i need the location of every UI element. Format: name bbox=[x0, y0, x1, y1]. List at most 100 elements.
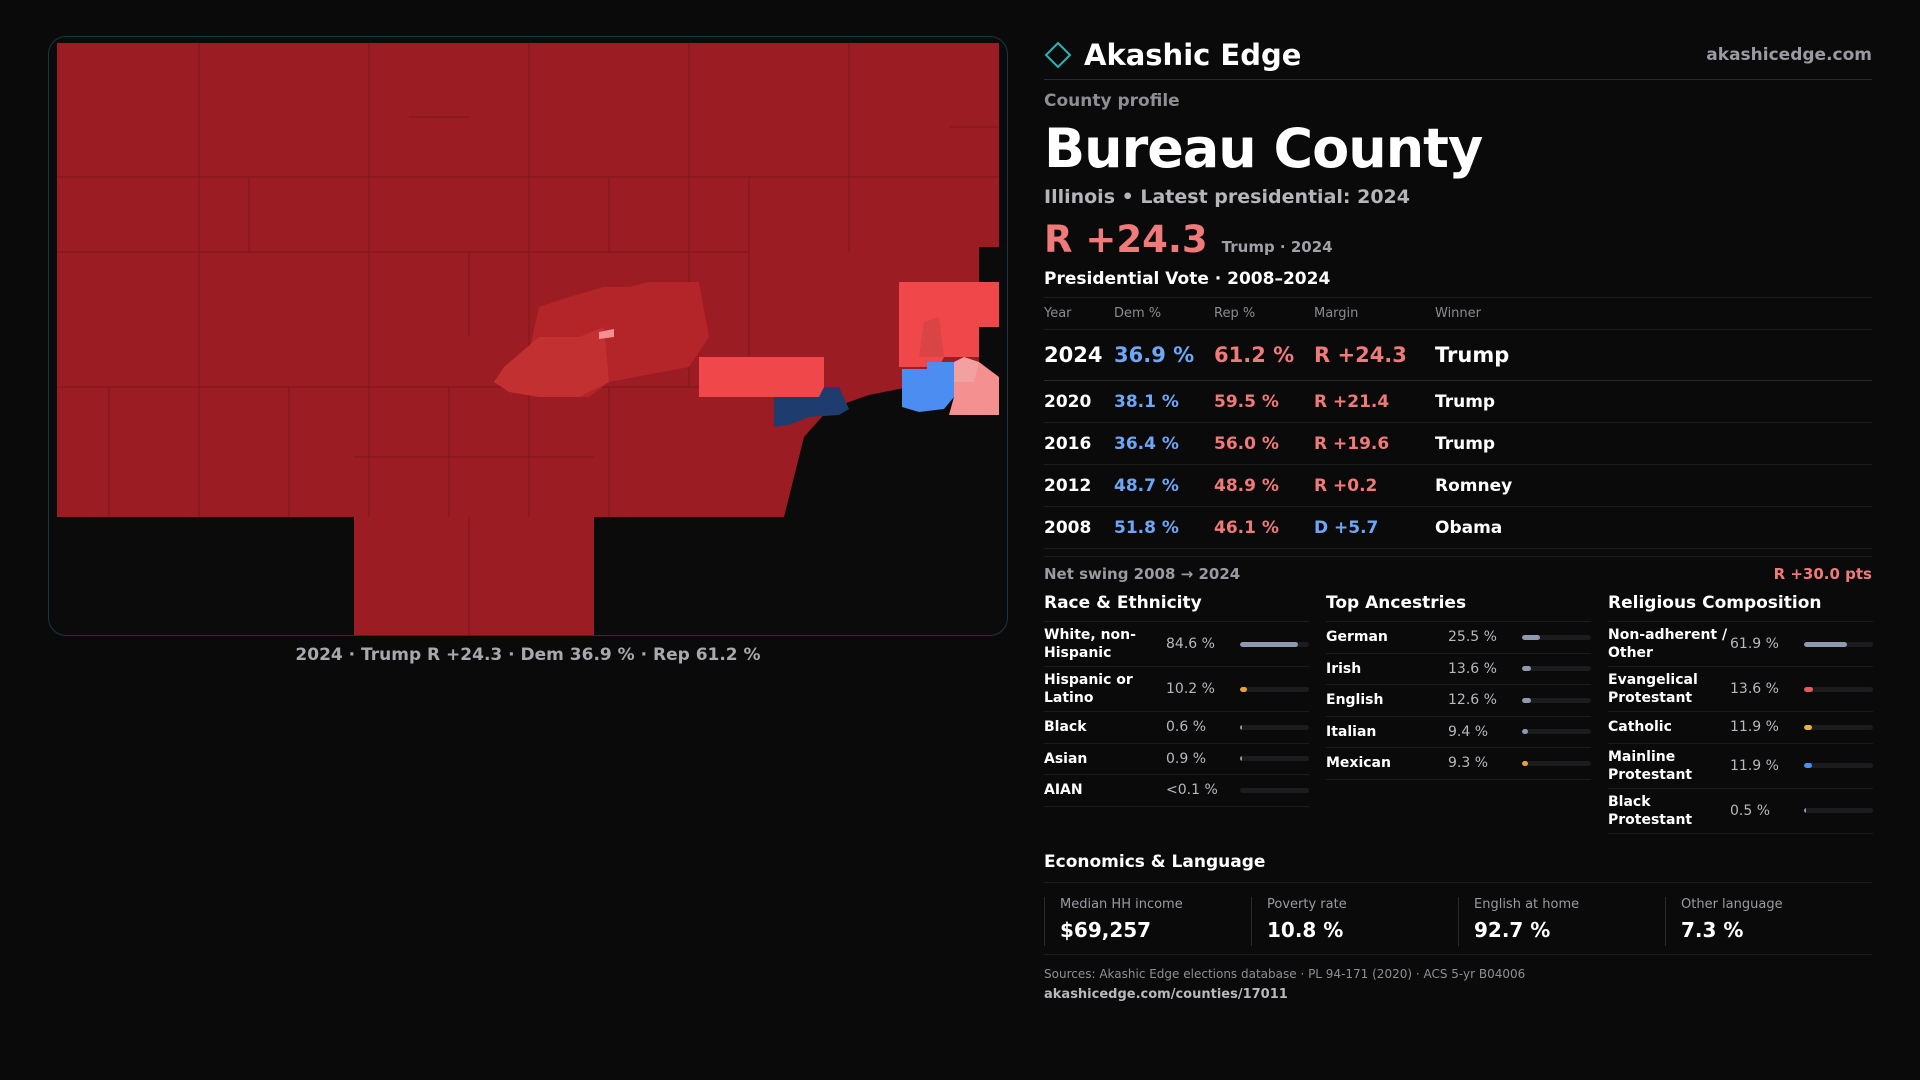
net-swing: Net swing 2008 → 2024 R +30.0 pts bbox=[1044, 556, 1872, 583]
precinct-region-south[interactable] bbox=[354, 517, 594, 635]
economics-row: Median HH income $69,257 Poverty rate 10… bbox=[1044, 896, 1872, 955]
item-label: Black Protestant bbox=[1608, 793, 1693, 828]
precinct-boundaries bbox=[57, 43, 999, 635]
cell-margin: R +24.3 bbox=[1314, 329, 1435, 381]
precinct-east-lean-dem[interactable] bbox=[902, 362, 954, 412]
precinct-strong-dem[interactable] bbox=[774, 387, 849, 427]
precinct-light-rep[interactable] bbox=[699, 357, 824, 397]
ancestry-title: Top Ancestries bbox=[1326, 593, 1591, 622]
share-bar-fill bbox=[1804, 641, 1847, 647]
share-bar-fill bbox=[1240, 641, 1298, 647]
cell-dem: 36.9 % bbox=[1114, 329, 1214, 381]
item-label: Italian bbox=[1326, 723, 1377, 740]
col-rep: Rep % bbox=[1214, 298, 1314, 330]
net-swing-value: R +30.0 pts bbox=[1773, 565, 1872, 583]
econ-value: $69,257 bbox=[1060, 917, 1152, 942]
precinct-region-main[interactable] bbox=[57, 43, 999, 517]
table-row[interactable]: 2008 51.8 % 46.1 % D +5.7 Obama bbox=[1044, 506, 1872, 549]
economics-title: Economics & Language bbox=[1044, 852, 1872, 883]
list-item: Non-adherent / Other 61.9 % bbox=[1608, 622, 1873, 667]
page-subtitle: Illinois • Latest presidential: 2024 bbox=[1044, 186, 1411, 208]
cell-rep: 61.2 % bbox=[1214, 329, 1314, 381]
vote-table: Year Dem % Rep % Margin Winner 2024 36.9… bbox=[1044, 298, 1872, 549]
share-bar bbox=[1240, 724, 1309, 730]
item-percent: 0.6 % bbox=[1166, 719, 1207, 736]
col-year: Year bbox=[1044, 298, 1114, 330]
map-caption: 2024 · Trump R +24.3 · Dem 36.9 % · Rep … bbox=[295, 645, 761, 665]
demographics-grid: Race & Ethnicity White, non-Hispanic 84.6… bbox=[1044, 593, 1873, 834]
cell-winner: Obama bbox=[1435, 506, 1872, 549]
share-bar bbox=[1522, 729, 1591, 735]
cell-year: 2012 bbox=[1044, 464, 1114, 507]
econ-value: 10.8 % bbox=[1267, 917, 1344, 942]
table-row[interactable]: 2016 36.4 % 56.0 % R +19.6 Trump bbox=[1044, 422, 1872, 465]
cell-margin: R +19.6 bbox=[1314, 422, 1435, 465]
cell-year: 2024 bbox=[1044, 329, 1114, 381]
table-row[interactable]: 2024 36.9 % 61.2 % R +24.3 Trump bbox=[1044, 329, 1872, 381]
col-margin: Margin bbox=[1314, 298, 1435, 330]
share-bar bbox=[1804, 763, 1873, 768]
item-label: Non-adherent / Other bbox=[1608, 627, 1728, 661]
share-bar-fill bbox=[1522, 666, 1531, 672]
precinct-east-light-rep[interactable] bbox=[899, 282, 999, 367]
item-percent: 13.6 % bbox=[1730, 681, 1779, 697]
table-row[interactable]: 2012 48.7 % 48.9 % R +0.2 Romney bbox=[1044, 464, 1872, 507]
item-label: White, non-Hispanic bbox=[1044, 627, 1136, 661]
religion-title: Religious Composition bbox=[1608, 593, 1873, 622]
item-label: German bbox=[1326, 629, 1388, 646]
cell-year: 2016 bbox=[1044, 422, 1114, 465]
cell-rep: 59.5 % bbox=[1214, 380, 1314, 423]
share-bar bbox=[1804, 686, 1873, 692]
share-bar bbox=[1804, 808, 1873, 813]
share-bar-fill bbox=[1240, 724, 1242, 730]
brand-name: Akashic Edge bbox=[1084, 37, 1302, 72]
item-percent: 0.5 % bbox=[1730, 802, 1771, 819]
county-map-panel[interactable] bbox=[48, 36, 1008, 636]
share-bar-fill bbox=[1240, 686, 1247, 692]
list-item: English 12.6 % bbox=[1326, 685, 1591, 717]
list-item: Evangelical Protestant 13.6 % bbox=[1608, 667, 1873, 712]
sources-note: Sources: Akashic Edge elections database… bbox=[1044, 966, 1526, 981]
item-percent: 84.6 % bbox=[1166, 636, 1215, 652]
share-bar bbox=[1522, 666, 1591, 672]
item-percent: 10.2 % bbox=[1166, 681, 1215, 697]
brand[interactable]: Akashic Edge bbox=[1044, 38, 1301, 72]
precinct-east-lean-rep[interactable] bbox=[919, 317, 944, 357]
precinct-east-light-rep-2[interactable] bbox=[954, 357, 979, 382]
share-bar bbox=[1240, 787, 1309, 793]
precinct-lean-rep-2[interactable] bbox=[494, 327, 609, 397]
precinct-map[interactable] bbox=[49, 37, 1008, 636]
list-item: Italian 9.4 % bbox=[1326, 717, 1591, 748]
list-item: Mainline Protestant 11.9 % bbox=[1608, 744, 1873, 789]
item-percent: 61.9 % bbox=[1730, 636, 1779, 652]
net-swing-label: Net swing 2008 → 2024 bbox=[1044, 565, 1241, 583]
headline-detail: Trump · 2024 bbox=[1221, 238, 1333, 256]
share-bar-fill bbox=[1522, 697, 1531, 703]
precinct-small-tilt[interactable] bbox=[599, 329, 614, 339]
item-label: Black bbox=[1044, 719, 1087, 736]
item-label: Mexican bbox=[1326, 755, 1391, 772]
econ-label: Median HH income bbox=[1060, 896, 1183, 912]
item-percent: 9.4 % bbox=[1448, 723, 1489, 740]
page-title: Bureau County bbox=[1044, 117, 1483, 180]
diamond-outline-icon bbox=[1044, 41, 1072, 68]
site-link[interactable]: akashicedge.com bbox=[1706, 44, 1872, 65]
vote-table-header: Year Dem % Rep % Margin Winner bbox=[1044, 298, 1872, 330]
list-item: White, non-Hispanic 84.6 % bbox=[1044, 622, 1309, 667]
headline-result: R +24.3 Trump · 2024 bbox=[1044, 218, 1872, 261]
county-url-link[interactable]: akashicedge.com/counties/17011 bbox=[1044, 986, 1288, 1002]
list-item: Asian 0.9 % bbox=[1044, 744, 1309, 775]
item-percent: 11.9 % bbox=[1730, 757, 1779, 774]
list-item: Hispanic or Latino 10.2 % bbox=[1044, 667, 1309, 712]
cell-dem: 36.4 % bbox=[1114, 422, 1214, 465]
item-label: AIAN bbox=[1044, 782, 1083, 799]
cell-margin: R +0.2 bbox=[1314, 464, 1435, 507]
share-bar bbox=[1240, 641, 1309, 647]
list-item: Black Protestant 0.5 % bbox=[1608, 789, 1873, 834]
share-bar-fill bbox=[1522, 729, 1528, 735]
table-row[interactable]: 2020 38.1 % 59.5 % R +21.4 Trump bbox=[1044, 380, 1872, 423]
item-label: Hispanic or Latino bbox=[1044, 672, 1133, 706]
cell-margin: D +5.7 bbox=[1314, 506, 1435, 549]
cell-dem: 48.7 % bbox=[1114, 464, 1214, 507]
cell-year: 2008 bbox=[1044, 506, 1114, 549]
